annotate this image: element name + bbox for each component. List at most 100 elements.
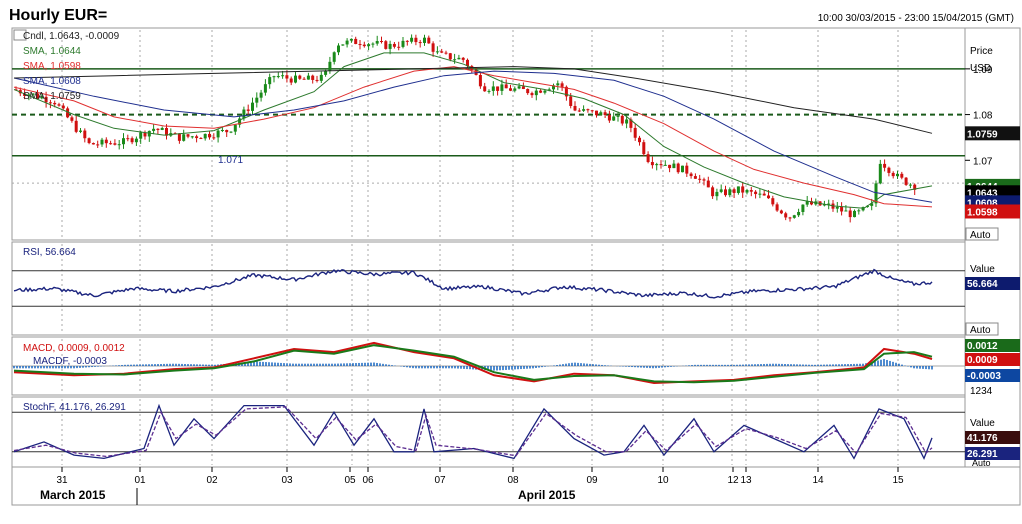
candle-body bbox=[337, 45, 340, 53]
candle-body bbox=[294, 75, 297, 83]
candle-body bbox=[87, 138, 91, 144]
rsi-auto-button[interactable] bbox=[965, 322, 999, 336]
candle-body bbox=[61, 105, 65, 109]
candle-body bbox=[104, 139, 108, 144]
candle-body bbox=[706, 180, 710, 188]
level-label: 1.071 bbox=[218, 155, 243, 166]
candle-body bbox=[315, 79, 319, 81]
candle-body bbox=[616, 115, 620, 117]
rsi-line bbox=[13, 268, 933, 299]
candle-body bbox=[306, 75, 310, 80]
stoch-line-k bbox=[13, 403, 933, 460]
candle-body bbox=[599, 112, 603, 116]
candle-body bbox=[711, 187, 715, 197]
macd-plot bbox=[12, 341, 965, 385]
candle-body bbox=[483, 86, 487, 92]
candle-body bbox=[186, 134, 190, 137]
candle-body bbox=[638, 137, 641, 143]
macd-badge-hist bbox=[965, 369, 1020, 382]
candle-body bbox=[913, 184, 917, 190]
price-tick-label: 1.08 bbox=[973, 111, 993, 122]
candle-body bbox=[904, 177, 908, 185]
candle-body bbox=[629, 119, 633, 128]
candle-body bbox=[908, 184, 912, 186]
macd-badge-macd-text: 0.0009 bbox=[967, 355, 998, 366]
candle-body bbox=[509, 88, 512, 91]
candle-body bbox=[762, 193, 766, 196]
candle-body bbox=[53, 102, 57, 105]
candle-body bbox=[749, 190, 753, 192]
month-label-april: April 2015 bbox=[518, 488, 576, 502]
candle-body bbox=[298, 75, 302, 79]
candle-body bbox=[569, 96, 573, 106]
candle-body bbox=[650, 162, 654, 166]
candle-body bbox=[302, 78, 306, 80]
candle-body bbox=[165, 128, 168, 136]
candle-body bbox=[341, 44, 345, 46]
candle-body bbox=[242, 109, 246, 119]
candle-body bbox=[500, 84, 504, 91]
candle-body bbox=[263, 84, 267, 93]
stoch-line-d bbox=[13, 406, 933, 458]
price-ticks: 1.09 1.08 1.07 bbox=[965, 65, 993, 167]
legend-sma-3: SMA, 1.0608 bbox=[23, 76, 81, 87]
candle-body bbox=[285, 75, 289, 79]
candle-body bbox=[328, 61, 332, 71]
stoch-badge-d bbox=[965, 447, 1020, 460]
candle-body bbox=[405, 40, 409, 42]
price-badge-text: 1.0759 bbox=[967, 129, 998, 140]
candle-body bbox=[414, 37, 418, 43]
candle-body bbox=[238, 118, 242, 125]
candle-body bbox=[418, 42, 422, 44]
day-label: 01 bbox=[134, 475, 146, 486]
candle-body bbox=[810, 201, 813, 205]
stoch-plot bbox=[12, 403, 965, 460]
day-label: 07 bbox=[434, 475, 446, 486]
candle-body bbox=[745, 190, 749, 193]
candle-body bbox=[423, 37, 426, 43]
candle-body bbox=[659, 164, 663, 166]
candle-body bbox=[655, 164, 659, 166]
candle-body bbox=[728, 189, 732, 196]
candle-body bbox=[556, 83, 560, 86]
candle-body bbox=[625, 119, 629, 124]
candle-body bbox=[603, 112, 607, 115]
candle-body bbox=[595, 110, 598, 116]
candle-body bbox=[268, 77, 272, 85]
sma-line-3 bbox=[13, 70, 933, 203]
candle-body bbox=[134, 138, 138, 143]
price-badge-text: 1.0608 bbox=[967, 198, 998, 209]
candle-body bbox=[573, 105, 577, 111]
candle-body bbox=[23, 93, 27, 96]
rsi-axis-title: Value bbox=[970, 264, 995, 275]
candle-body bbox=[229, 131, 233, 133]
candle-body bbox=[530, 93, 534, 96]
candle-body bbox=[91, 143, 95, 145]
candle-body bbox=[440, 51, 444, 53]
candle-body bbox=[672, 163, 676, 169]
candle-body bbox=[220, 129, 224, 131]
candle-body bbox=[689, 173, 693, 177]
macd-badge-hist-text: -0.0003 bbox=[967, 371, 1001, 382]
macd-legend: MACD, 0.0009, 0.0012 bbox=[23, 343, 125, 354]
day-label: 05 bbox=[344, 475, 356, 486]
candle-body bbox=[448, 53, 452, 60]
candle-body bbox=[79, 130, 82, 132]
candle-body bbox=[44, 96, 48, 103]
chart-title: Hourly EUR= bbox=[9, 7, 107, 24]
candle-body bbox=[693, 176, 697, 179]
candle-body bbox=[117, 144, 121, 146]
candle-body bbox=[900, 173, 904, 178]
legend-cndl: Cndl, 1.0643, -0.0009 bbox=[23, 31, 120, 42]
stoch-auto-label[interactable]: Auto bbox=[972, 458, 991, 468]
candle-body bbox=[251, 102, 254, 111]
stoch-badge-d-text: 26.291 bbox=[967, 449, 998, 460]
candle-body bbox=[620, 115, 624, 124]
candle-body bbox=[788, 217, 792, 219]
candle-body bbox=[698, 178, 702, 180]
candle-body bbox=[801, 204, 805, 212]
candle-body bbox=[371, 43, 375, 45]
candle-body bbox=[367, 44, 371, 47]
price-auto-button[interactable] bbox=[965, 227, 999, 241]
